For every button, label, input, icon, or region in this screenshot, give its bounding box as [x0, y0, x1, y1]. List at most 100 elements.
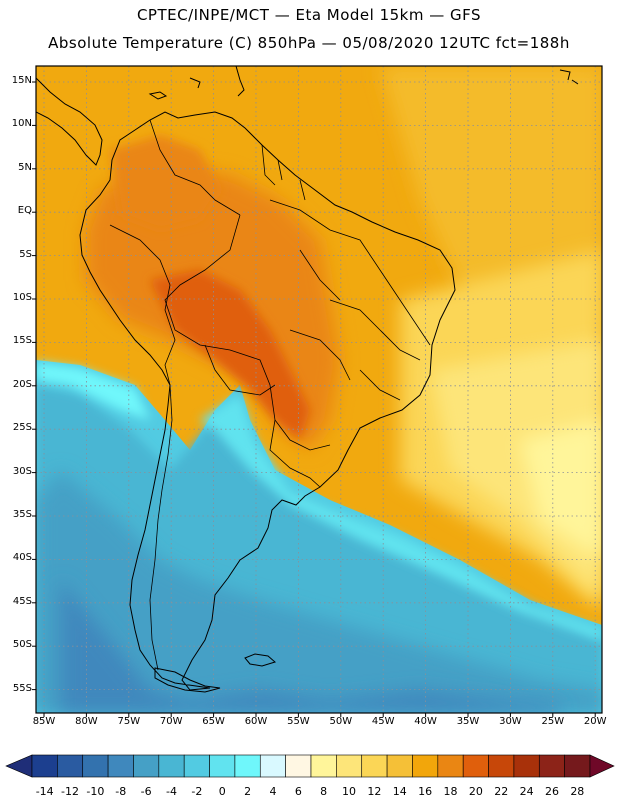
colorbar-cell [310, 754, 337, 778]
border-brazil-west [164, 214, 331, 451]
lon-label: 20W [583, 716, 607, 727]
map-title: CPTEC/INPE/MCT — Eta Model 15km — GFS [136, 6, 482, 24]
colorbar-label: -14 [35, 785, 54, 798]
colorbar-label: -12 [61, 785, 80, 798]
lon-label: 85W [32, 716, 56, 727]
lat-label: 55S [12, 682, 32, 694]
caribbean-islands [148, 66, 579, 100]
colorbar-label: 12 [367, 785, 382, 798]
border-argentina-uruguay [269, 419, 321, 488]
colorbar [5, 754, 615, 778]
map-frame [35, 65, 603, 714]
lat-label: 5N [18, 161, 32, 173]
tierra-del-fuego [154, 667, 221, 693]
colorbar-label: 0 [218, 785, 226, 798]
colorbar-label: 18 [443, 785, 458, 798]
colorbar-cell [107, 754, 134, 778]
colorbar-label: 14 [392, 785, 407, 798]
lat-label: 25S [12, 422, 32, 434]
lat-label: 10S [12, 292, 32, 303]
field-band-east-pale [520, 420, 602, 560]
lat-label: 15S [12, 335, 32, 347]
colorbar-label: -6 [140, 785, 152, 798]
colorbar-label: 4 [269, 785, 277, 798]
lat-label: 50S [12, 639, 32, 651]
colorbar-cell [57, 754, 84, 778]
colorbar-label: 10 [342, 785, 357, 798]
colorbar-label: -8 [115, 785, 127, 798]
colorbar-label: 6 [294, 785, 302, 798]
colorbar-cell [488, 754, 515, 778]
colorbar-cell [513, 754, 540, 778]
lat-label: 45S [12, 595, 32, 607]
central-america-coast [36, 77, 103, 166]
colorbar-cell [361, 754, 388, 778]
colorbar-label: 24 [519, 785, 534, 798]
colorbar-cell [437, 754, 464, 778]
colorbar-cell [336, 754, 363, 778]
colorbar-label: 2 [244, 785, 252, 798]
lon-label: 25W [541, 716, 565, 727]
lon-label: 75W [117, 716, 141, 727]
field-hot-core [150, 270, 310, 440]
lat-label: 10N [11, 118, 32, 130]
map-subtitle: Absolute Temperature (C) 850hPa — 05/08/… [48, 34, 570, 52]
lon-label: 50W [329, 716, 353, 727]
field-coldest-south [60, 580, 560, 713]
colorbar-cell [209, 754, 236, 778]
field-front-fringe-east [200, 395, 602, 640]
lon-label: 80W [75, 716, 98, 727]
colorbar-cell [183, 754, 210, 778]
colorbar-label: 8 [320, 785, 328, 798]
lon-label: 65W [202, 716, 225, 727]
border-guianas [261, 144, 306, 201]
border-peru-bolivia [109, 224, 176, 386]
map-field [36, 66, 602, 713]
colorbar-label: 28 [570, 785, 585, 798]
lat-label: 30S [12, 465, 32, 477]
colorbar-cell [133, 754, 160, 778]
border-argentina-chile [149, 384, 173, 671]
colorbar-cell [564, 754, 591, 778]
colorbar-label: -10 [86, 785, 105, 798]
colorbar-label: 20 [468, 785, 483, 798]
colorbar-cell [158, 754, 185, 778]
lat-label: EQ [17, 205, 32, 217]
coastlines [36, 66, 579, 693]
lat-label: 5S [19, 248, 32, 260]
border-colombia-venezuela [149, 119, 241, 216]
falkland-islands [244, 653, 277, 667]
lon-label: 55W [287, 716, 310, 727]
lon-label: 60W [244, 716, 268, 727]
lon-label: 70W [159, 716, 183, 727]
colorbar-label: 26 [544, 785, 559, 798]
colorbar-cell [412, 754, 439, 778]
colorbar-cell [386, 754, 413, 778]
lon-label: 40W [414, 716, 437, 727]
country-borders [109, 119, 431, 671]
field-colder-south [36, 470, 602, 713]
colorbar-label: 22 [494, 785, 509, 798]
colorbar-cell [234, 754, 261, 778]
lon-label: 45W [371, 716, 395, 727]
lat-label: 20S [12, 378, 32, 390]
colorbar-cell [259, 754, 286, 778]
colorbar-label: -4 [166, 785, 177, 798]
colorbar-cell [538, 754, 565, 778]
field-band-east-light [430, 340, 602, 600]
lat-label: 15N [11, 75, 32, 86]
axis-ticks [32, 81, 596, 717]
south-america-coast [79, 111, 456, 691]
border-bolivia-paraguay [204, 344, 276, 396]
border-brazil-states [269, 199, 431, 401]
colorbar-cell [31, 754, 58, 778]
colorbar-label: 16 [418, 785, 433, 798]
lon-label: 30W [499, 716, 522, 727]
field-front-fringe-west [36, 362, 150, 420]
lat-label: 40S [12, 552, 32, 564]
colorbar-over-arrow [589, 754, 615, 778]
colorbar-cell [285, 754, 312, 778]
colorbar-under-arrow [5, 754, 33, 778]
colorbar-cell [462, 754, 489, 778]
